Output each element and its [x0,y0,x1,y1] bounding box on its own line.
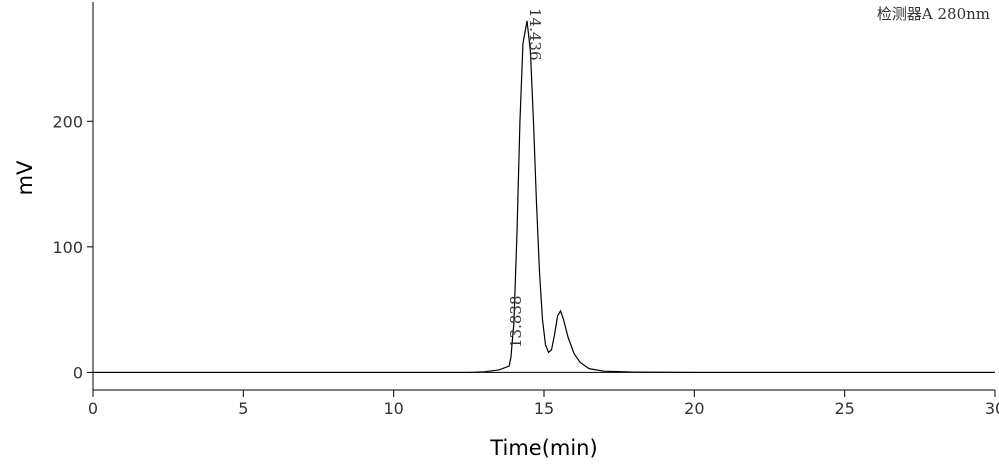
x-tick-label: 25 [834,399,854,418]
signal-line [93,20,995,374]
x-tick-label: 15 [534,399,554,418]
x-tick-label: 5 [238,399,248,418]
x-axis-label: Time(min) [489,436,597,460]
x-tick-label: 30 [985,399,999,418]
detector-label: 检测器A 280nm [877,5,990,23]
peak-label: 13.838 [507,296,525,349]
peak-label: 14.436 [526,8,544,61]
y-axis-label: mV [13,160,37,195]
y-tick-label: 0 [73,363,83,382]
y-tick-label: 200 [52,112,83,131]
x-tick-label: 0 [88,399,98,418]
x-tick-label: 20 [684,399,704,418]
y-tick-label: 100 [52,238,83,257]
x-tick-label: 10 [383,399,403,418]
